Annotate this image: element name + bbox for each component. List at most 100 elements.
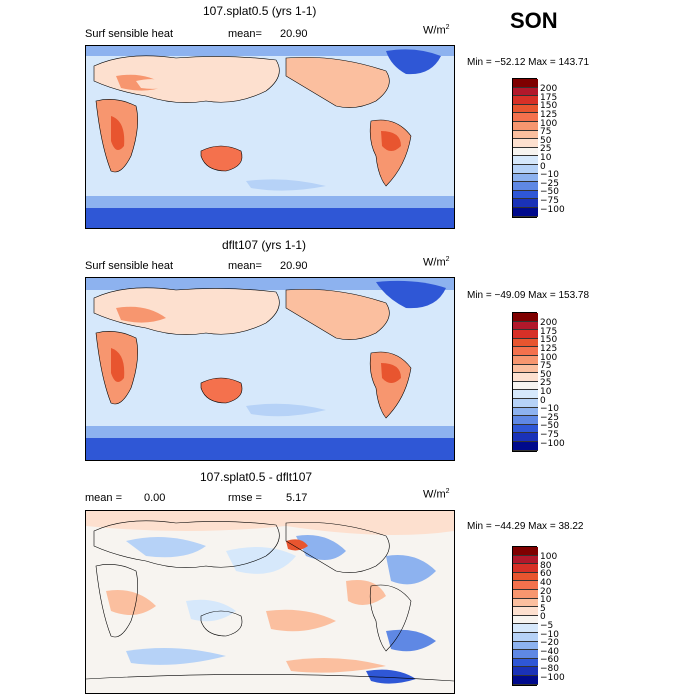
colorbar-level-label: 25 (540, 378, 552, 389)
panel-2-mean-label: mean= (228, 260, 262, 272)
colorbar-level-label: −25 (540, 178, 559, 189)
colorbar-level-label: 0 (540, 612, 546, 623)
colorbar-swatch (513, 373, 538, 382)
colorbar-swatch (513, 589, 538, 599)
colorbar-level-label: 150 (540, 335, 558, 346)
colorbar-swatch (513, 207, 538, 217)
colorbar-swatch (513, 433, 538, 442)
panel-3-mean-value: 0.00 (144, 492, 166, 504)
panel-3-mean-label: mean = (85, 492, 122, 504)
colorbar-level-label: −25 (540, 412, 559, 423)
colorbar-level-label: 50 (540, 369, 552, 380)
colorbar-level-label: 5 (540, 603, 546, 614)
panel-1-min-max: Min = −52.12 Max = 143.71 (467, 57, 590, 68)
colorbar-swatch (513, 330, 538, 339)
colorbar-level-label: 10 (540, 595, 552, 606)
panel-2-map (85, 277, 455, 461)
colorbar-level-label: 100 (540, 118, 558, 129)
colorbar-swatch (513, 79, 538, 88)
colorbar-level-label: 0 (540, 395, 546, 406)
colorbar-level-label: 175 (540, 326, 558, 337)
colorbar-level-label: −75 (540, 195, 559, 206)
colorbar-swatch (513, 113, 538, 122)
panel-3-rmse-label: rmse = (228, 492, 262, 504)
colorbar-level-label: 40 (540, 577, 552, 588)
colorbar-swatch (513, 87, 538, 97)
colorbar-swatch (513, 164, 538, 174)
colorbar-level-label: −100 (540, 672, 565, 683)
colorbar-level-label: −40 (540, 646, 559, 657)
colorbar-swatch (513, 407, 538, 417)
panel-2-mean-value: 20.90 (280, 260, 308, 272)
colorbar-swatch (513, 581, 538, 590)
colorbar-level-label: 150 (540, 101, 558, 112)
colorbar-swatch (513, 564, 538, 573)
panel-2-colorbar (512, 312, 538, 452)
colorbar-level-label: 175 (540, 92, 558, 103)
colorbar-swatch (513, 121, 538, 131)
colorbar-swatch (513, 398, 538, 408)
colorbar-level-label: 75 (540, 127, 552, 138)
colorbar-level-label: 10 (540, 152, 552, 163)
colorbar-swatch (513, 658, 538, 668)
colorbar-level-label: 60 (540, 569, 552, 580)
colorbar-swatch (513, 104, 538, 114)
colorbar-level-label: −50 (540, 187, 559, 198)
colorbar-swatch (513, 381, 538, 391)
colorbar-swatch (513, 182, 538, 191)
colorbar-swatch (513, 190, 538, 200)
colorbar-level-label: 100 (540, 552, 558, 563)
colorbar-level-label: −20 (540, 638, 559, 649)
colorbar-swatch (513, 675, 538, 685)
colorbar-swatch (513, 313, 538, 322)
colorbar-swatch (513, 139, 538, 148)
colorbar-swatch (513, 641, 538, 651)
colorbar-swatch (513, 441, 538, 451)
colorbar-level-label: 20 (540, 586, 552, 597)
panel-3-rmse-value: 5.17 (286, 492, 308, 504)
colorbar-swatch (513, 338, 538, 348)
panel-2-variable-label: Surf sensible heat (85, 260, 174, 272)
colorbar-level-label: 80 (540, 560, 552, 571)
panel-1-map (85, 45, 455, 229)
colorbar-level-label: −100 (540, 438, 565, 449)
colorbar-swatch (513, 632, 538, 642)
colorbar-swatch (513, 572, 538, 582)
panel-3-units: W/m2 (423, 488, 450, 501)
colorbar-swatch (513, 96, 538, 105)
colorbar-level-label: −10 (540, 170, 559, 181)
panel-2-min-max: Min = −49.09 Max = 153.78 (467, 290, 590, 301)
colorbar-swatch (513, 650, 538, 659)
panel-1-title: 107.splat0.5 (yrs 1-1) (203, 4, 317, 18)
colorbar-level-label: −5 (540, 620, 554, 631)
panel-2-title: dflt107 (yrs 1-1) (222, 238, 307, 252)
colorbar-level-label: −75 (540, 429, 559, 440)
panel-1-units: W/m2 (423, 24, 450, 37)
panel-1-mean-value: 20.90 (280, 28, 308, 40)
colorbar-swatch (513, 347, 538, 356)
colorbar-level-label: −80 (540, 663, 559, 674)
colorbar-swatch (513, 547, 538, 556)
colorbar-level-label: 125 (540, 343, 558, 354)
colorbar-level-label: 200 (540, 84, 558, 95)
colorbar-level-label: −60 (540, 655, 559, 666)
colorbar-level-label: 75 (540, 361, 552, 372)
colorbar-level-label: −100 (540, 204, 565, 215)
panel-2-units: W/m2 (423, 256, 450, 269)
season-label: SON (510, 8, 558, 33)
colorbar-swatch (513, 173, 538, 183)
colorbar-level-label: 10 (540, 386, 552, 397)
colorbar-level-label: 25 (540, 144, 552, 155)
colorbar-level-label: 0 (540, 161, 546, 172)
colorbar-swatch (513, 424, 538, 434)
colorbar-level-label: −50 (540, 421, 559, 432)
panel-1-variable-label: Surf sensible heat (85, 28, 174, 40)
colorbar-swatch (513, 156, 538, 165)
colorbar-swatch (513, 615, 538, 625)
colorbar-swatch (513, 607, 538, 616)
colorbar-swatch (513, 355, 538, 365)
panel-3-colorbar (512, 546, 538, 686)
colorbar-swatch (513, 199, 538, 208)
colorbar-swatch (513, 321, 538, 331)
colorbar-swatch (513, 555, 538, 565)
